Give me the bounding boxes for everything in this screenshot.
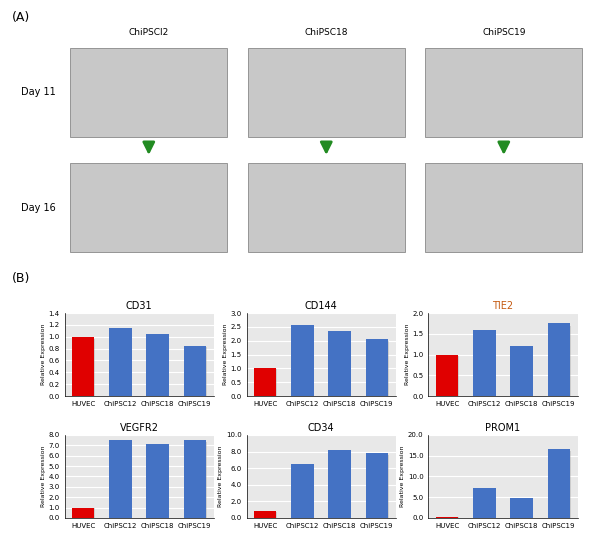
- Bar: [188, 347, 206, 396]
- Bar: [328, 331, 351, 396]
- Bar: [295, 327, 314, 396]
- Title: CD34: CD34: [308, 423, 334, 433]
- Bar: [366, 453, 388, 518]
- Bar: [332, 333, 352, 396]
- Text: ChiPSC19: ChiPSC19: [482, 28, 526, 37]
- Bar: [188, 443, 206, 518]
- Y-axis label: Relative Expression: Relative Expression: [404, 324, 410, 386]
- Bar: [473, 330, 496, 396]
- Bar: [477, 489, 496, 518]
- Bar: [146, 334, 169, 396]
- Bar: [551, 326, 571, 396]
- Y-axis label: Relative Expression: Relative Expression: [223, 324, 227, 386]
- Text: Day 16: Day 16: [21, 203, 56, 213]
- Bar: [551, 452, 571, 518]
- Bar: [254, 511, 276, 518]
- Text: (A): (A): [12, 11, 30, 24]
- Y-axis label: Relative Expression: Relative Expression: [400, 445, 405, 507]
- Y-axis label: Relative Expression: Relative Expression: [41, 445, 46, 507]
- Bar: [370, 455, 389, 518]
- Bar: [511, 498, 533, 518]
- Bar: [72, 507, 94, 518]
- Text: Day 11: Day 11: [21, 88, 56, 98]
- FancyBboxPatch shape: [425, 48, 583, 137]
- FancyBboxPatch shape: [248, 48, 405, 137]
- Bar: [184, 440, 206, 518]
- Bar: [440, 517, 459, 518]
- Bar: [76, 508, 95, 518]
- Bar: [332, 452, 352, 518]
- Bar: [254, 368, 276, 396]
- Bar: [548, 449, 570, 518]
- Text: ChiPSC18: ChiPSC18: [305, 28, 348, 37]
- Text: ChiPSCl2: ChiPSCl2: [128, 28, 169, 37]
- Bar: [151, 336, 169, 396]
- Bar: [76, 338, 95, 396]
- Title: CD31: CD31: [125, 301, 152, 311]
- Bar: [477, 332, 496, 396]
- Bar: [291, 326, 314, 396]
- FancyBboxPatch shape: [248, 163, 405, 252]
- Bar: [258, 511, 277, 518]
- Bar: [109, 440, 131, 518]
- Bar: [436, 355, 458, 396]
- Bar: [370, 341, 389, 396]
- Y-axis label: Relative Expression: Relative Expression: [218, 445, 223, 507]
- Bar: [258, 370, 277, 396]
- Bar: [436, 517, 458, 518]
- Bar: [473, 488, 496, 518]
- Bar: [328, 450, 351, 518]
- Text: (B): (B): [12, 272, 31, 285]
- Bar: [184, 346, 206, 396]
- Bar: [113, 330, 132, 396]
- Bar: [113, 443, 132, 518]
- Bar: [146, 444, 169, 518]
- Bar: [295, 465, 314, 518]
- Bar: [511, 346, 533, 396]
- Bar: [151, 447, 169, 518]
- FancyBboxPatch shape: [70, 163, 227, 252]
- FancyBboxPatch shape: [425, 163, 583, 252]
- Bar: [291, 464, 314, 518]
- Bar: [109, 328, 131, 396]
- Title: TIE2: TIE2: [493, 301, 514, 311]
- Bar: [514, 348, 533, 396]
- Y-axis label: Relative Expression: Relative Expression: [41, 324, 46, 386]
- Title: CD144: CD144: [305, 301, 337, 311]
- Title: PROM1: PROM1: [485, 423, 521, 433]
- Bar: [366, 339, 388, 396]
- FancyBboxPatch shape: [70, 48, 227, 137]
- Bar: [72, 337, 94, 396]
- Bar: [514, 499, 533, 518]
- Title: VEGFR2: VEGFR2: [119, 423, 158, 433]
- Bar: [440, 356, 459, 396]
- Bar: [548, 324, 570, 396]
